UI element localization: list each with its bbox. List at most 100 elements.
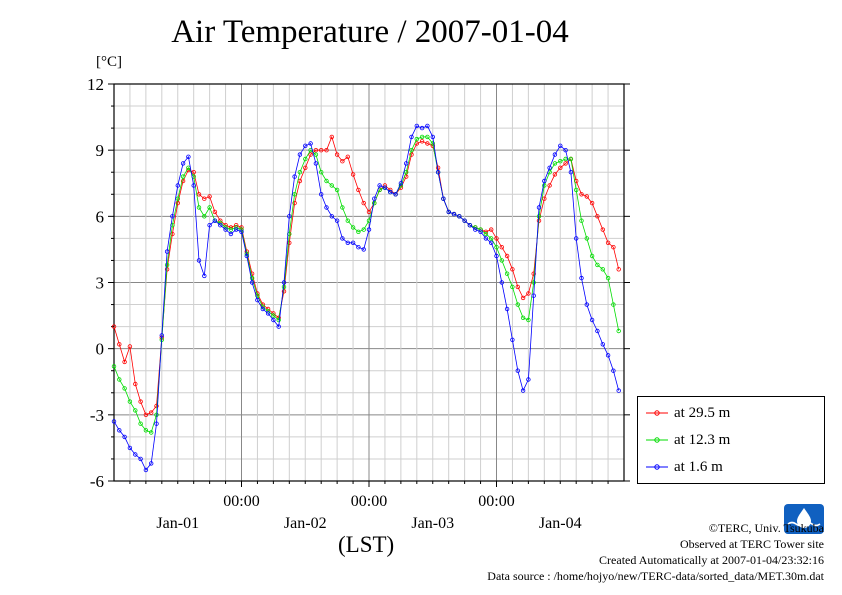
series-point-2 bbox=[441, 196, 446, 201]
series-point-1 bbox=[127, 399, 133, 404]
series-point-2 bbox=[382, 185, 388, 190]
series-point-0 bbox=[170, 231, 175, 237]
series-point-2 bbox=[388, 189, 393, 195]
legend-swatch-29m bbox=[646, 410, 668, 416]
series-point-1 bbox=[148, 430, 154, 435]
series-point-0 bbox=[499, 244, 504, 250]
series-point-2 bbox=[271, 317, 276, 323]
y-tick-label: 12 bbox=[87, 75, 104, 94]
series-point-1 bbox=[271, 313, 276, 318]
series-point-2 bbox=[345, 240, 350, 245]
series-point-1 bbox=[292, 192, 297, 197]
series-point-2 bbox=[425, 123, 430, 129]
series-point-1 bbox=[180, 174, 186, 179]
series-point-2 bbox=[372, 196, 377, 201]
series-point-0 bbox=[515, 284, 520, 290]
series-point-2 bbox=[515, 368, 520, 373]
series-point-1 bbox=[138, 421, 143, 426]
series-point-1 bbox=[579, 218, 584, 223]
series-point-0 bbox=[143, 412, 149, 417]
series-point-2 bbox=[148, 461, 154, 466]
series-point-1 bbox=[510, 284, 515, 290]
series-point-1 bbox=[255, 293, 260, 298]
series-point-0 bbox=[520, 295, 526, 301]
series-point-0 bbox=[425, 141, 430, 146]
series-point-1 bbox=[319, 169, 324, 175]
series-point-1 bbox=[600, 267, 605, 272]
series-point-2 bbox=[451, 211, 457, 217]
legend-item-29m: at 29.5 m bbox=[646, 403, 730, 423]
series-point-0 bbox=[366, 209, 372, 215]
series-point-0 bbox=[191, 169, 196, 175]
y-tick-label: 9 bbox=[96, 141, 105, 160]
series-point-0 bbox=[605, 240, 611, 245]
series-point-0 bbox=[138, 399, 143, 404]
series-point-0 bbox=[313, 147, 319, 153]
series-point-0 bbox=[207, 194, 212, 199]
series-point-0 bbox=[329, 134, 334, 140]
series-point-2 bbox=[111, 419, 117, 424]
series-point-2 bbox=[319, 192, 324, 197]
credits-block: ©TERC, Univ. Tsukuba Observed at TERC To… bbox=[487, 520, 824, 584]
y-tick-label: -3 bbox=[90, 406, 104, 425]
series-point-1 bbox=[164, 262, 170, 268]
x-day-label: Jan-02 bbox=[284, 515, 327, 532]
series-point-2 bbox=[558, 143, 563, 148]
series-point-2 bbox=[414, 123, 419, 129]
series-point-0 bbox=[611, 244, 616, 250]
legend-item-12m: at 12.3 m bbox=[646, 430, 730, 450]
series-point-2 bbox=[164, 249, 170, 254]
series-point-0 bbox=[409, 152, 414, 157]
series-point-0 bbox=[324, 147, 329, 153]
legend-label-29m: at 29.5 m bbox=[674, 404, 731, 421]
series-point-2 bbox=[462, 218, 467, 223]
series-point-1 bbox=[552, 161, 558, 166]
series-point-2 bbox=[297, 152, 303, 157]
series-point-2 bbox=[520, 388, 526, 393]
credit-site: Observed at TERC Tower site bbox=[679, 537, 824, 551]
series-point-2 bbox=[117, 428, 122, 433]
series-point-1 bbox=[249, 275, 255, 281]
x-day-label: Jan-01 bbox=[156, 515, 199, 532]
series-point-0 bbox=[117, 342, 122, 347]
series-point-1 bbox=[170, 222, 175, 228]
series-point-1 bbox=[111, 364, 117, 369]
series-point-1 bbox=[122, 386, 127, 391]
series-point-2 bbox=[377, 183, 382, 188]
series-point-1 bbox=[372, 200, 377, 206]
x-day-label: Jan-03 bbox=[411, 515, 454, 532]
series-point-2 bbox=[265, 311, 271, 316]
series-point-2 bbox=[478, 229, 483, 234]
x-tick-label: 00:00 bbox=[223, 493, 259, 510]
legend-label-1m: at 1.6 m bbox=[674, 458, 723, 475]
series-point-0 bbox=[600, 227, 605, 232]
series-point-1 bbox=[404, 169, 409, 175]
series-point-2 bbox=[483, 236, 489, 241]
series-point-2 bbox=[542, 178, 547, 184]
series-point-0 bbox=[361, 200, 366, 206]
series-point-0 bbox=[589, 200, 595, 206]
series-point-2 bbox=[313, 161, 319, 166]
series-point-2 bbox=[350, 240, 356, 245]
series-point-1 bbox=[361, 227, 366, 232]
series-point-2 bbox=[133, 452, 138, 457]
series-point-2 bbox=[404, 161, 409, 166]
series-point-1 bbox=[297, 169, 303, 175]
series-point-0 bbox=[563, 161, 568, 166]
series-point-2 bbox=[446, 209, 451, 215]
series-line-2 bbox=[113, 125, 620, 471]
series-point-1 bbox=[117, 377, 122, 382]
series-point-2 bbox=[340, 236, 345, 241]
legend-swatch-12m bbox=[646, 437, 668, 443]
series-point-1 bbox=[595, 262, 600, 268]
series-point-2 bbox=[393, 192, 398, 197]
series-point-1 bbox=[276, 317, 281, 323]
series-point-1 bbox=[489, 236, 494, 241]
series-point-0 bbox=[133, 381, 138, 387]
series-point-1 bbox=[143, 428, 149, 433]
series-point-2 bbox=[467, 222, 473, 228]
series-point-0 bbox=[558, 165, 563, 170]
series-point-0 bbox=[319, 147, 324, 153]
series-point-0 bbox=[308, 152, 313, 157]
series-point-2 bbox=[361, 247, 366, 252]
